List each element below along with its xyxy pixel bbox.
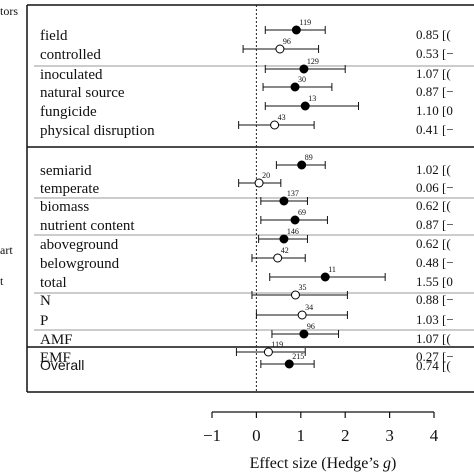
effect-value-label: 0.88 [− xyxy=(416,292,454,307)
point-estimate xyxy=(263,347,273,357)
effect-value-label: 0.48 [− xyxy=(416,255,454,270)
sample-size-label: 129 xyxy=(307,57,319,66)
point-estimate xyxy=(273,253,283,263)
effect-value-label: 1.07 [( xyxy=(416,66,451,81)
point-estimate xyxy=(275,44,285,54)
effect-value-label: 0.53 [− xyxy=(416,46,454,61)
effect-value-label: 1.02 [( xyxy=(416,162,451,177)
row-label: nutrient content xyxy=(40,218,135,234)
effect-value-label: 0.41 [− xyxy=(416,122,454,137)
row-label: aboveground xyxy=(40,237,119,253)
sample-size-label: 13 xyxy=(308,94,316,103)
row-label: controlled xyxy=(40,47,101,63)
row-label: P xyxy=(40,313,48,329)
point-estimate xyxy=(270,120,280,130)
sample-size-label: 89 xyxy=(305,153,313,162)
row-label: Overall xyxy=(40,357,84,373)
effect-value-label: 0.27 [− xyxy=(416,349,454,364)
effect-value-label: 1.55 [0 xyxy=(416,274,453,289)
row-label: physical disruption xyxy=(40,123,155,139)
effect-value-label: 0.06 [− xyxy=(416,180,454,195)
point-estimate xyxy=(284,359,294,369)
point-estimate xyxy=(290,215,300,225)
point-estimate xyxy=(299,329,309,339)
sample-size-label: 34 xyxy=(305,303,313,312)
row-label: EMF xyxy=(40,350,71,366)
sample-size-label: 119 xyxy=(299,18,311,27)
x-tick-label: 2 xyxy=(341,426,350,445)
effect-value-label: 0.74 [( xyxy=(416,358,451,373)
sample-size-label: 146 xyxy=(287,227,299,236)
sample-size-label: 119 xyxy=(271,340,283,349)
point-estimate xyxy=(320,272,330,282)
row-label: semiarid xyxy=(40,163,92,179)
effect-value-label: 1.03 [− xyxy=(416,312,454,327)
effect-value-label: 0.85 [( xyxy=(416,27,451,42)
row-label: fungicide xyxy=(40,104,97,120)
point-estimate xyxy=(290,290,300,300)
sample-size-label: 96 xyxy=(307,322,315,331)
effect-value-label: 0.87 [− xyxy=(416,217,454,232)
sample-size-label: 30 xyxy=(298,75,306,84)
row-label: belowground xyxy=(40,256,120,272)
row-label: N xyxy=(40,293,51,309)
sample-size-label: 43 xyxy=(278,113,286,122)
point-estimate xyxy=(297,160,307,170)
effect-value-label: 0.62 [( xyxy=(416,198,451,213)
row-label: AMF xyxy=(40,332,73,348)
point-estimate xyxy=(279,234,289,244)
sample-size-label: 96 xyxy=(283,37,291,46)
x-tick-label: 3 xyxy=(385,426,394,445)
row-label: inoculated xyxy=(40,67,103,83)
side-label-moderators: tors xyxy=(0,4,18,18)
sample-size-label: 42 xyxy=(281,246,289,255)
x-tick-label: 4 xyxy=(430,426,439,445)
point-estimate xyxy=(300,101,310,111)
effect-value-label: 0.87 [− xyxy=(416,84,454,99)
side-label-part: art xyxy=(0,243,13,257)
sample-size-label: 215 xyxy=(292,352,304,361)
point-estimate xyxy=(290,82,300,92)
row-label: temperate xyxy=(40,181,99,197)
row-label: biomass xyxy=(40,199,89,215)
row-label: total xyxy=(40,275,67,291)
effect-value-label: 1.07 [( xyxy=(416,331,451,346)
sample-size-label: 137 xyxy=(287,189,299,198)
row-label: field xyxy=(40,28,68,44)
effect-value-label: 0.62 [( xyxy=(416,236,451,251)
point-estimate xyxy=(299,64,309,74)
point-estimate xyxy=(297,310,307,320)
x-tick-label: 0 xyxy=(252,426,261,445)
sample-size-label: 20 xyxy=(262,171,270,180)
x-tick-label: 1 xyxy=(297,426,306,445)
x-axis-title: Effect size (Hedge’s g) xyxy=(250,455,397,472)
sample-size-label: 11 xyxy=(328,265,336,274)
point-estimate xyxy=(254,178,264,188)
x-tick-label: −1 xyxy=(203,426,221,445)
effect-value-label: 1.10 [0 xyxy=(416,103,453,118)
side-label-t: t xyxy=(0,274,4,288)
sample-size-label: 35 xyxy=(298,283,306,292)
point-estimate xyxy=(291,25,301,35)
row-label: natural source xyxy=(40,85,125,101)
point-estimate xyxy=(279,196,289,206)
sample-size-label: 69 xyxy=(298,208,306,217)
